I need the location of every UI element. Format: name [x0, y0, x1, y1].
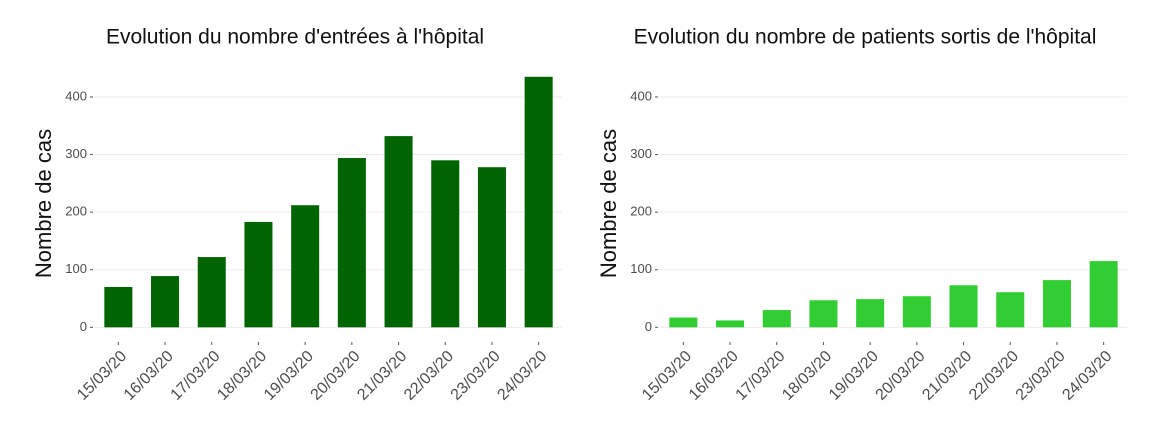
x-tick-label: 21/03/20 — [354, 348, 410, 404]
bar — [337, 158, 366, 328]
bar — [809, 300, 838, 328]
x-tick-label: 18/03/20 — [779, 348, 835, 404]
x-tick-label: 20/03/20 — [308, 348, 364, 404]
x-tick-label: 16/03/20 — [121, 348, 177, 404]
x-tick-label: 17/03/20 — [168, 348, 224, 404]
x-tick-label: 21/03/20 — [919, 348, 975, 404]
bar — [384, 136, 413, 328]
bar — [477, 167, 506, 328]
y-axis-label: Nombre de cas — [596, 129, 621, 278]
x-tick-label: 15/03/20 — [639, 348, 695, 404]
y-tick-label: 400 — [630, 88, 652, 103]
y-tick-label: 0 — [80, 319, 87, 334]
bar — [716, 320, 745, 328]
bar — [856, 299, 885, 328]
x-tick-label: 19/03/20 — [826, 348, 882, 404]
x-tick-label: 19/03/20 — [261, 348, 317, 404]
bar — [996, 292, 1025, 328]
bar — [104, 287, 133, 328]
bar — [431, 160, 460, 328]
bar — [902, 296, 931, 328]
chart-title: Evolution du nombre de patients sortis d… — [634, 26, 1097, 49]
bar — [151, 276, 180, 328]
x-tick-label: 18/03/20 — [214, 348, 270, 404]
bar — [949, 285, 978, 328]
y-tick-label: 400 — [65, 88, 87, 103]
bar — [244, 221, 273, 328]
bar — [762, 310, 791, 328]
y-tick-label: 100 — [630, 261, 652, 276]
bar — [1042, 280, 1071, 328]
x-tick-label: 24/03/20 — [1059, 348, 1115, 404]
x-tick-label: 24/03/20 — [494, 348, 550, 404]
x-tick-label: 22/03/20 — [966, 348, 1022, 404]
bar — [524, 76, 553, 328]
y-axis-label: Nombre de cas — [31, 129, 56, 278]
bar — [1089, 261, 1118, 328]
x-tick-label: 23/03/20 — [448, 348, 504, 404]
y-tick-label: 0 — [645, 319, 652, 334]
bar — [197, 257, 226, 328]
x-tick-label: 20/03/20 — [873, 348, 929, 404]
bar — [291, 205, 320, 328]
y-tick-label: 200 — [630, 204, 652, 219]
y-tick-label: 300 — [630, 146, 652, 161]
bar — [669, 317, 698, 328]
x-tick-label: 23/03/20 — [1013, 348, 1069, 404]
x-tick-label: 22/03/20 — [401, 348, 457, 404]
y-tick-label: 200 — [65, 204, 87, 219]
x-tick-label: 16/03/20 — [686, 348, 742, 404]
chart-title: Evolution du nombre d'entrées à l'hôpita… — [106, 26, 484, 49]
y-tick-label: 300 — [65, 146, 87, 161]
x-tick-label: 17/03/20 — [733, 348, 789, 404]
x-tick-label: 15/03/20 — [74, 348, 130, 404]
y-tick-label: 100 — [65, 261, 87, 276]
